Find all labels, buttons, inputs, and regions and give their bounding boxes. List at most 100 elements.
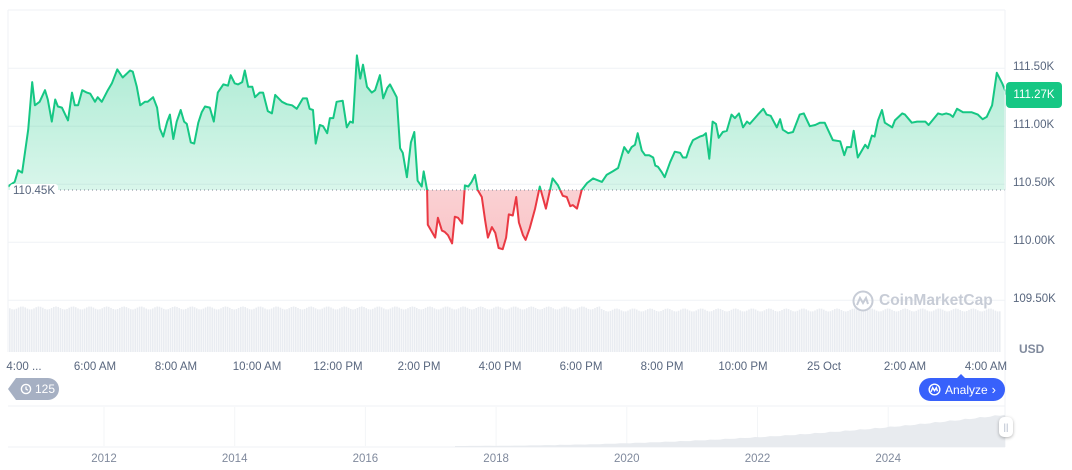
volume-bar [466,307,469,352]
volume-bar [827,311,829,352]
volume-bar [325,306,328,352]
navigator-year-label: 2018 [483,453,509,465]
volume-bar [215,309,218,352]
volume-bar [653,309,656,352]
coinmarketcap-logo-icon [852,290,874,312]
volume-bar [11,309,13,352]
volume-bar [290,307,293,352]
volume-bar [798,309,801,352]
volume-bar [396,306,398,352]
volume-bar [20,306,22,352]
volume-bar [543,307,546,352]
volume-bar [198,309,200,352]
volume-bar [710,311,713,352]
volume-bar [853,308,856,352]
volume-bar [961,311,964,352]
volume-bar [213,308,216,352]
volume-bar [442,307,444,352]
volume-bar [539,309,541,352]
volume-bar [739,310,741,352]
volume-bar [834,309,836,352]
volume-bar [411,306,414,352]
volume-bar [323,307,326,352]
volume-bar [627,310,629,352]
volume-bar [160,307,163,352]
volume-bar [682,308,684,352]
volume-bar [226,306,229,352]
volume-bar [583,306,585,352]
volume-bar [869,308,871,352]
volume-bar [17,307,20,352]
volume-bar [145,308,147,352]
volume-bar [68,307,70,352]
volume-bar [950,310,953,352]
volume-bar [693,311,695,352]
volume-bar [46,309,48,352]
x-tick-label: 6:00 PM [559,361,603,373]
volume-bar [59,308,62,352]
volume-bar [680,309,682,352]
volume-bar [794,311,796,352]
volume-bar [310,306,312,352]
volume-bar [189,306,191,352]
volume-bar [55,306,57,352]
volume-bar [728,310,730,352]
navigator-drag-handle[interactable]: || [999,417,1013,437]
volume-bar [211,307,213,352]
volume-bar [347,307,350,352]
x-tick-label: 2:00 PM [397,361,441,373]
volume-bar [244,307,246,352]
volume-bar [268,309,271,352]
analyze-button[interactable]: Analyze › [919,374,1005,401]
volume-bar [589,309,592,352]
price-area-below-baseline [7,190,1006,250]
volume-bar [361,306,363,352]
volume-bar [464,306,466,352]
volume-bar [944,310,946,352]
volume-bar [541,309,543,352]
volume-bar [42,307,44,352]
volume-bar [81,309,84,352]
volume-bar [981,311,983,352]
volume-bar [521,309,524,352]
volume-bar [732,308,735,352]
volume-bar [33,308,35,352]
volume-bar [629,309,631,352]
volume-bar [482,306,484,352]
volume-bar [178,308,180,352]
volume-bar [763,310,766,352]
navigator-history-area [455,414,1005,447]
volume-bar [614,308,616,352]
volume-bar [182,309,185,352]
volume-bar [790,310,792,352]
volume-bar [341,307,343,352]
volume-bar [977,310,979,352]
volume-bar [402,309,405,352]
volume-bar [26,308,29,352]
history-clock-icon [20,383,32,395]
volume-bar [462,306,464,352]
volume-bar [776,311,779,352]
volume-bar [332,308,334,352]
volume-bar [919,308,922,352]
volume-bar [743,311,746,352]
history-button[interactable]: 125 [8,378,59,400]
volume-bar [138,306,141,352]
volume-bar [308,306,310,352]
volume-bar [116,309,119,352]
volume-bar [814,310,816,352]
range-navigator[interactable] [8,405,1005,448]
y-tick-label: 110.00K [1013,235,1055,248]
volume-bar [167,309,169,352]
volume-bar [383,308,385,352]
volume-bar [611,309,614,352]
volume-bar [44,308,46,352]
volume-bar [343,306,345,352]
volume-bar [638,310,640,352]
volume-bars [9,306,1001,352]
volume-bar [847,310,849,352]
volume-bar [812,311,814,352]
volume-bar [380,307,383,352]
volume-bar [737,309,739,352]
